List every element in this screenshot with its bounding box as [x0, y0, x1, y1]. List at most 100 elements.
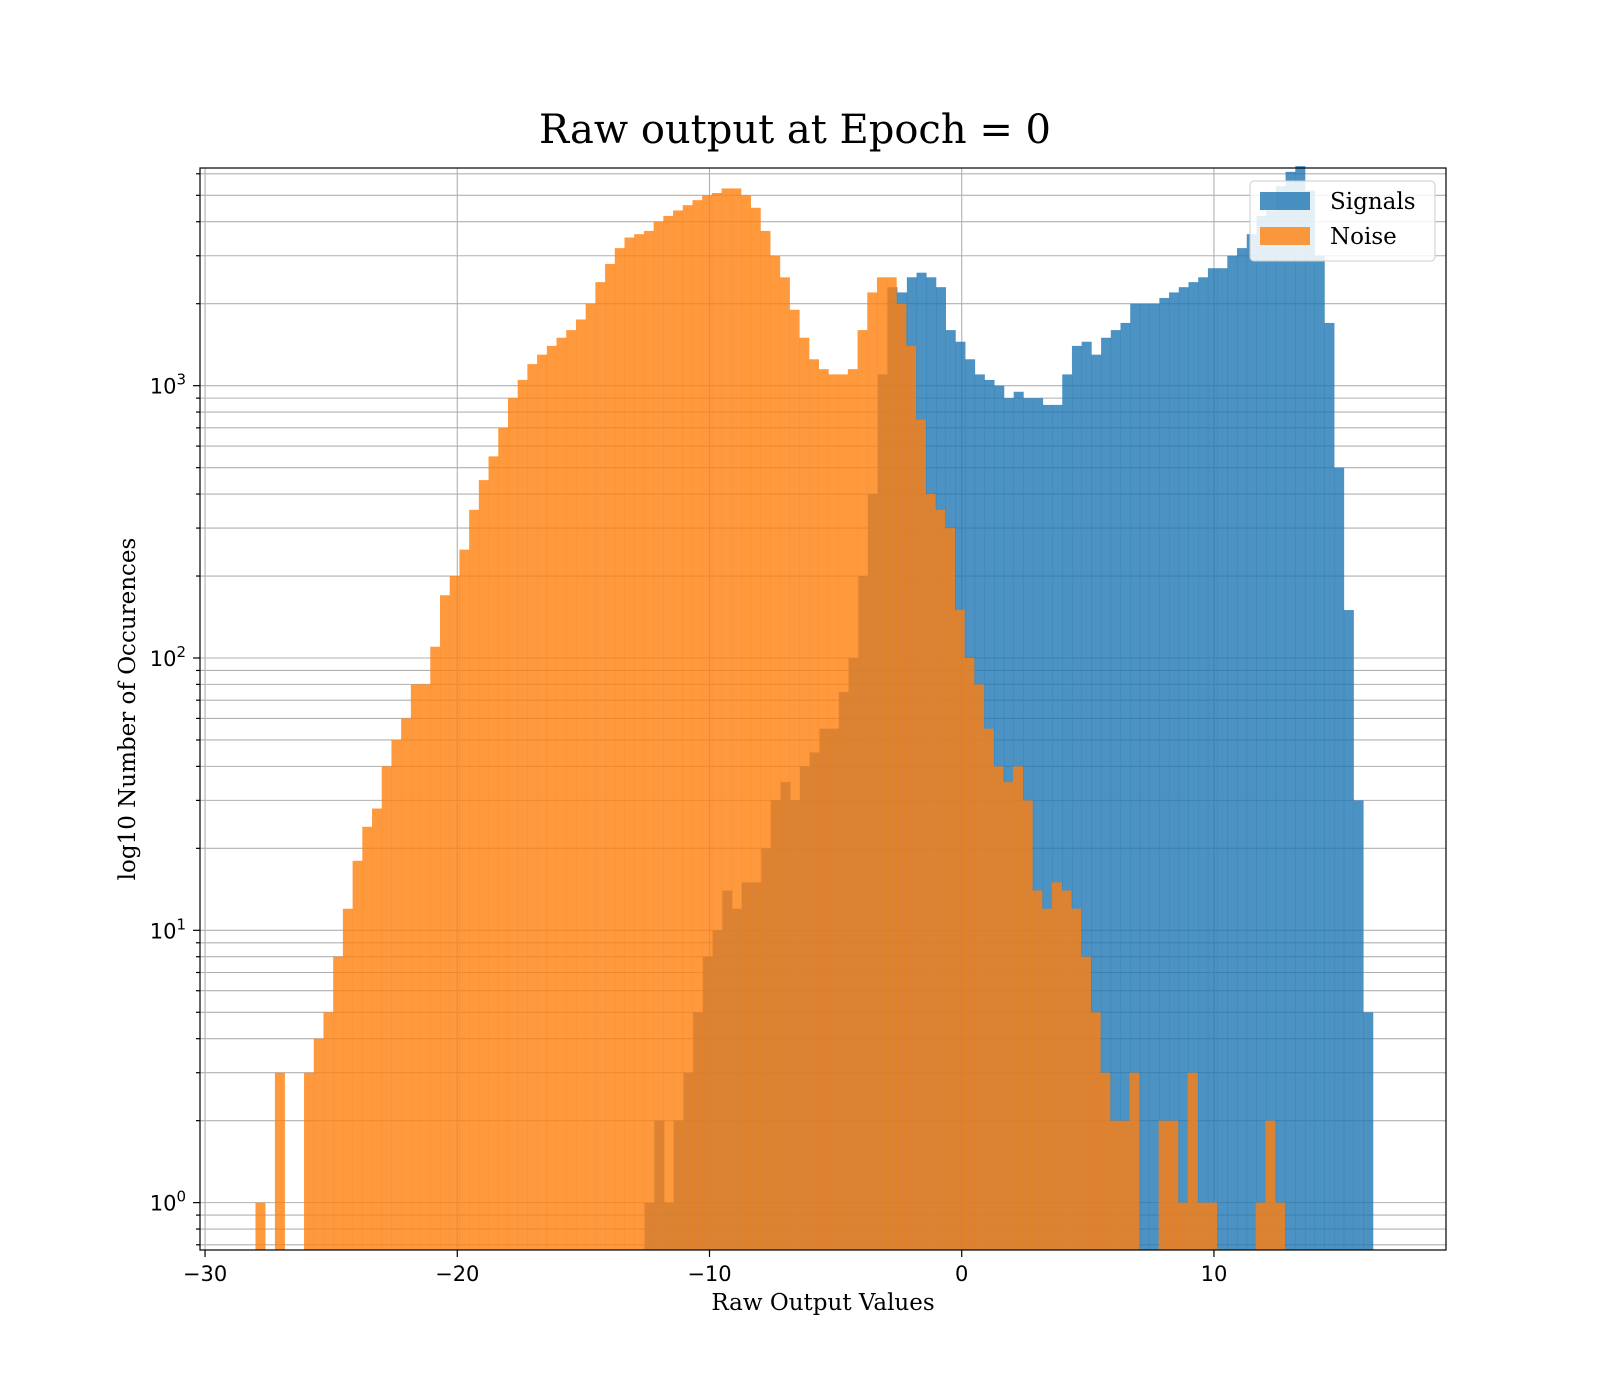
noise-bar [915, 419, 926, 1250]
signals-bar [1062, 374, 1073, 1250]
noise-bar [692, 200, 703, 1251]
noise-bar [1080, 956, 1091, 1250]
noise-bar [663, 215, 674, 1251]
noise-bar [789, 309, 800, 1251]
signals-bar [1169, 292, 1180, 1250]
y-tick-label: 100 [150, 1188, 186, 1216]
noise-bar [1003, 782, 1014, 1250]
noise-bar [876, 277, 887, 1250]
noise-bar [507, 398, 518, 1250]
signals-bar [1246, 234, 1257, 1250]
noise-bar [838, 374, 849, 1250]
noise-bar [1012, 766, 1023, 1250]
noise-bar [430, 646, 441, 1250]
noise-bar [313, 1038, 324, 1250]
noise-bar [1071, 908, 1082, 1250]
x-tick-label: 0 [955, 1262, 968, 1286]
noise-bar [857, 330, 868, 1250]
noise-bar [711, 192, 722, 1250]
y-tick-label: 103 [150, 371, 186, 399]
y-tick-label: 101 [150, 915, 186, 943]
noise-bar [1158, 1120, 1169, 1250]
legend-label-noise: Noise [1330, 224, 1397, 250]
noise-bar [1110, 1120, 1121, 1250]
x-tick-label: −20 [435, 1262, 479, 1286]
noise-bar [352, 860, 363, 1250]
noise-bar [478, 480, 489, 1251]
noise-bar [634, 234, 645, 1250]
signals-bar [1275, 186, 1286, 1250]
noise-bar [974, 684, 985, 1250]
noise-bar [469, 509, 480, 1250]
signals-bar [1353, 800, 1364, 1250]
signals-bar [1314, 255, 1325, 1251]
noise-bar [867, 292, 878, 1250]
signals-bar [1159, 297, 1170, 1250]
noise-bar [546, 345, 557, 1250]
signals-bar [1130, 303, 1141, 1250]
signals-bar [1081, 341, 1092, 1250]
noise-bar [1061, 890, 1072, 1250]
noise-bar [498, 427, 509, 1250]
noise-bar [799, 337, 810, 1251]
noise-bar [1042, 908, 1053, 1250]
x-tick-label: 10 [1201, 1262, 1228, 1286]
noise-bar [925, 494, 936, 1250]
noise-bar [304, 1072, 315, 1250]
signals-bar [1101, 337, 1112, 1251]
noise-bar [333, 956, 344, 1250]
noise-bar [342, 908, 353, 1250]
noise-bar [906, 345, 917, 1250]
signals-bar [1120, 322, 1131, 1250]
x-axis-label: Raw Output Values [711, 1290, 934, 1316]
signals-bar [1178, 287, 1189, 1250]
signals-bar [1149, 303, 1160, 1250]
noise-bar [1022, 800, 1033, 1250]
noise-bar [488, 456, 499, 1250]
noise-bar [1051, 882, 1062, 1250]
noise-bar [779, 277, 790, 1250]
signals-bar [1285, 171, 1296, 1250]
noise-bar [439, 595, 451, 1250]
noise-bar [809, 359, 820, 1251]
signals-bar [1033, 398, 1044, 1250]
signals-bar [1266, 210, 1277, 1250]
noise-bar [954, 610, 965, 1250]
noise-bar [401, 718, 412, 1250]
noise-bar [964, 657, 975, 1250]
y-axis-label: log10 Number of Occurences [115, 538, 141, 881]
noise-bar [1090, 1012, 1101, 1250]
noise-bar [702, 195, 713, 1251]
signals-bar [1237, 248, 1248, 1250]
noise-bar [517, 379, 528, 1250]
x-tick-label: −30 [183, 1262, 227, 1286]
noise-bar [274, 1072, 285, 1250]
signals-bar [1343, 610, 1354, 1250]
noise-bar [605, 263, 616, 1250]
noise-bar [449, 576, 460, 1250]
noise-bar [1207, 1202, 1218, 1250]
noise-bar [1187, 1072, 1198, 1250]
x-axis: −30 −20 −10 0 10 [183, 1250, 1227, 1286]
noise-bar [1265, 1120, 1276, 1250]
noise-bar [828, 374, 839, 1250]
noise-bar [527, 364, 538, 1250]
noise-bar [459, 549, 470, 1250]
y-tick-label: 102 [150, 643, 186, 671]
noise-bar [381, 766, 392, 1250]
legend-swatch-noise [1260, 227, 1310, 245]
noise-bar [721, 188, 732, 1250]
signals-bar [1207, 268, 1218, 1250]
noise-series [255, 188, 1286, 1251]
noise-bar [1168, 1120, 1179, 1250]
noise-bar [575, 319, 586, 1251]
legend: Signals Noise [1249, 180, 1436, 262]
noise-bar [673, 210, 684, 1250]
signals-bar [1324, 322, 1335, 1250]
noise-bar [1255, 1202, 1266, 1250]
signals-bar [1305, 190, 1316, 1251]
noise-bar [770, 255, 781, 1251]
noise-bar [643, 230, 654, 1251]
noise-bar [1129, 1072, 1140, 1250]
signals-bar [1042, 404, 1053, 1251]
